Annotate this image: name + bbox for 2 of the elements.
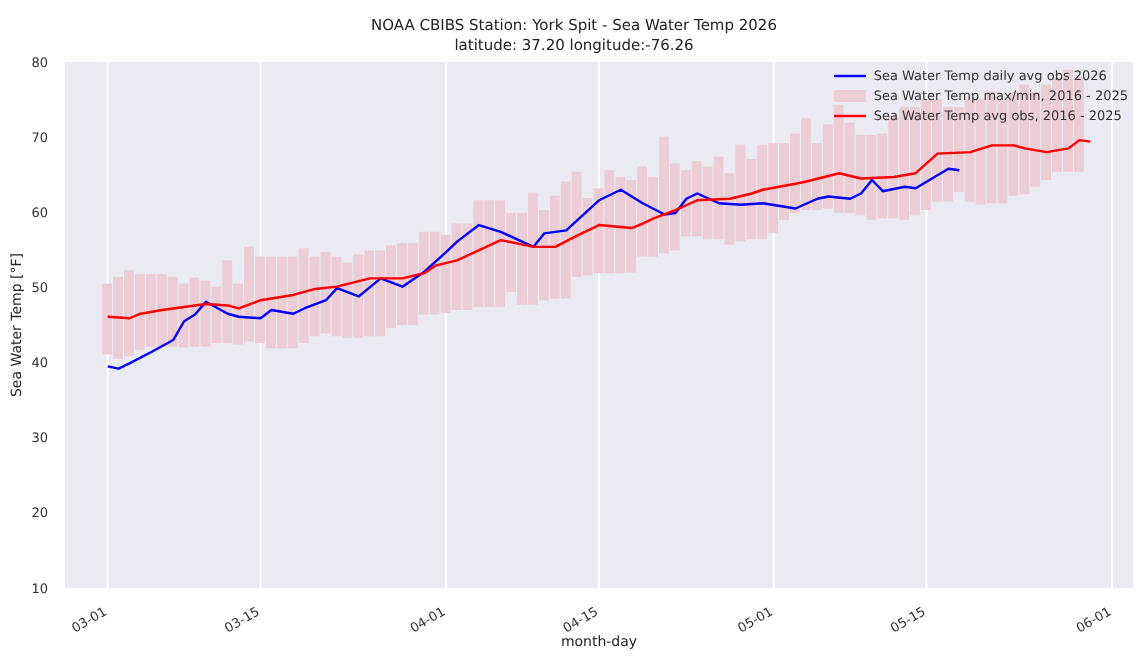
line-series — [106, 138, 1092, 320]
line-series — [106, 167, 961, 370]
